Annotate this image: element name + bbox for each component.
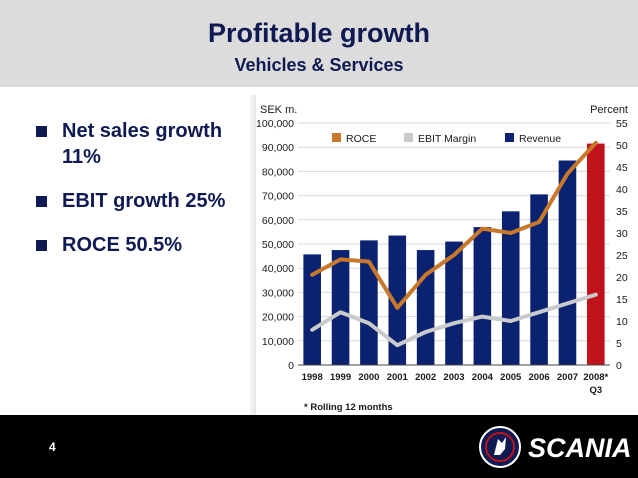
revenue-bar: [331, 250, 350, 365]
right-tick-label: 0: [616, 360, 622, 372]
left-tick-label: 60,000: [262, 215, 294, 227]
revenue-bar: [360, 240, 378, 365]
revenue-bar: [501, 211, 520, 365]
left-tick-label: 50,000: [262, 239, 294, 251]
right-tick-label: 45: [616, 162, 628, 174]
category-label: 2003: [443, 372, 464, 383]
right-tick-label: 10: [616, 316, 628, 328]
revenue-bar: [445, 241, 463, 365]
revenue-bar: [558, 160, 577, 365]
chart-footnote: * Rolling 12 months: [304, 402, 393, 413]
left-tick-label: 30,000: [262, 287, 294, 299]
right-tick-label: 25: [616, 250, 628, 262]
legend-label: ROCE: [346, 133, 376, 145]
category-label: 2000: [358, 372, 379, 383]
right-tick-label: 30: [616, 228, 628, 240]
legend-swatch: [404, 133, 413, 142]
legend-label: Revenue: [519, 133, 561, 145]
column-divider: [250, 95, 256, 417]
bullet-ebit: EBIT growth 25%: [36, 188, 246, 214]
revenue-bar: [587, 143, 605, 365]
category-label: 2002: [415, 372, 436, 383]
category-label: 2001: [387, 372, 409, 383]
left-tick-label: 70,000: [262, 191, 294, 203]
slide-title: Profitable growth: [208, 18, 430, 48]
left-axis-unit-label: SEK m.: [260, 104, 297, 116]
category-sublabel: Q3: [589, 385, 602, 396]
bullet-square-icon: [36, 196, 47, 207]
revenue-bar: [473, 227, 492, 365]
category-label: 2004: [472, 372, 494, 383]
revenue-bar: [416, 250, 435, 365]
left-tick-label: 90,000: [262, 142, 294, 154]
right-tick-label: 20: [616, 272, 628, 284]
left-tick-label: 80,000: [262, 166, 294, 178]
bullet-text: EBIT growth 25%: [62, 190, 226, 212]
category-label: 1999: [330, 372, 351, 383]
bullet-square-icon: [36, 126, 47, 137]
bullet-list: Net sales growth 11% EBIT growth 25% ROC…: [36, 118, 246, 276]
bullet-net-sales: Net sales growth 11%: [36, 118, 246, 170]
bullet-square-icon: [36, 240, 47, 251]
category-label: 2005: [500, 372, 522, 383]
legend-swatch: [505, 133, 514, 142]
page-number: 4: [49, 440, 56, 454]
right-tick-label: 5: [616, 338, 622, 350]
bullet-text: ROCE 50.5%: [62, 234, 183, 256]
left-tick-label: 10,000: [262, 336, 294, 348]
slide-subtitle: Vehicles & Services: [234, 55, 404, 75]
right-tick-label: 55: [616, 118, 628, 130]
category-label: 1998: [302, 372, 323, 383]
right-tick-label: 50: [616, 140, 628, 152]
category-label: 2007: [557, 372, 578, 383]
revenue-bar: [303, 254, 321, 365]
legend-label: EBIT Margin: [418, 133, 476, 145]
category-label: 2006: [529, 372, 550, 383]
right-tick-label: 40: [616, 184, 628, 196]
right-tick-label: 15: [616, 294, 628, 306]
right-axis-unit-label: Percent: [590, 104, 628, 116]
left-tick-label: 100,000: [256, 118, 294, 130]
category-label: 2008*: [583, 372, 608, 383]
left-tick-label: 0: [288, 360, 294, 372]
ebit-margin-series-line: [310, 292, 598, 348]
scania-griffin-logo-icon: [479, 426, 521, 468]
header-band: [0, 0, 638, 87]
bullet-text: Net sales growth 11%: [62, 120, 223, 168]
bullet-roce: ROCE 50.5%: [36, 232, 246, 258]
roce-series-line: [310, 140, 598, 310]
legend-swatch: [332, 133, 341, 142]
right-tick-label: 35: [616, 206, 628, 218]
footer-band: [0, 415, 638, 478]
left-tick-label: 40,000: [262, 263, 294, 275]
revenue-bar: [388, 235, 407, 365]
brand-wordmark: SCANIA: [528, 433, 632, 463]
revenue-bar: [530, 194, 548, 365]
left-tick-label: 20,000: [262, 312, 294, 324]
